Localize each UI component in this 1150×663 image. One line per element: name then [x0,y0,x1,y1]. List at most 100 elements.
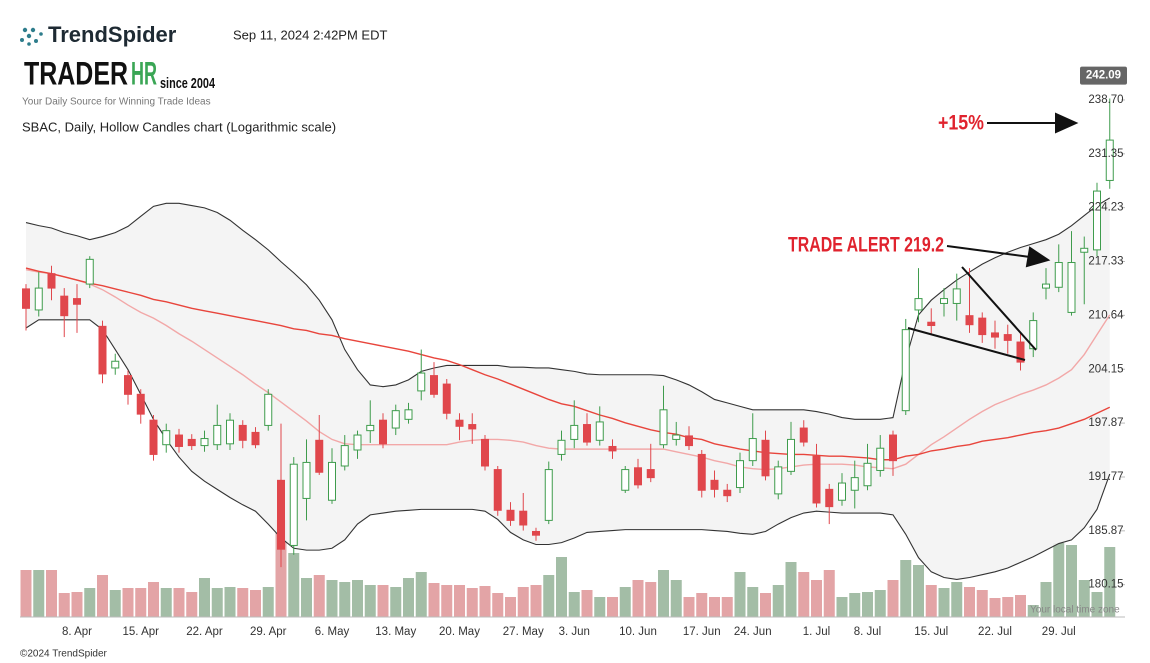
candle-body [901,329,910,412]
candle-body [226,419,234,445]
candle-body [570,424,579,440]
band-fill [26,197,1110,580]
candle-body [519,510,528,526]
candle-body [595,421,604,441]
candle-body [47,273,56,289]
candle-body [991,332,999,338]
volume-bar [594,597,606,617]
candle-body [876,447,885,471]
x-tick-label: 8. Jul [854,626,882,638]
candle-body [1067,262,1076,313]
volume-bar [97,575,108,617]
candle-body [468,424,477,430]
volume-bar [517,587,529,617]
candle-body [315,439,324,473]
candle-body [277,479,285,550]
x-tick-label: 24. Jun [734,626,772,638]
volume-bar [938,588,950,617]
volume-bar [288,553,300,617]
volume-bar [313,575,325,617]
volume-bar [530,585,542,617]
candle-body [927,321,936,327]
volume-bar [466,588,478,617]
moving-average [25,267,1111,461]
annotation: +15% [938,112,984,135]
volume-bar [874,590,886,617]
volume-bar [403,578,414,617]
volume-bar [1015,595,1026,617]
volume-bar [160,588,172,617]
volume-bar [619,587,631,617]
volume-bar [734,572,746,617]
candle-body [672,434,681,440]
x-tick-label: 6. May [315,626,350,638]
x-tick-label: 22. Apr [186,626,223,638]
volume-bar [33,570,45,617]
y-tick-label: 231.35 [1088,148,1123,160]
volume-bar [849,593,861,617]
x-tick-label: 22. Jul [978,626,1012,638]
candle-body [1016,341,1025,363]
candle-body [238,424,247,441]
volume-bar [250,590,261,617]
band-lower [25,319,1111,580]
volume-bar [887,580,899,617]
candle-body [940,298,948,304]
volume-bar [900,560,912,617]
candle-body [850,477,859,491]
candle-body [1105,139,1114,181]
candle-body [621,469,630,491]
candle-body [136,393,145,415]
candle-body [124,375,132,395]
volume-bar [785,562,797,617]
candle-body [22,288,30,309]
brand-icon [20,27,43,46]
volume-bar [390,587,402,617]
volume-bar [836,597,848,617]
candle-body [838,482,846,501]
candle-body [187,438,196,447]
volume-bar [20,570,32,617]
volume-bar [568,592,580,617]
candle-body [774,466,783,495]
band-upper [25,197,1111,420]
volume-bar [237,588,249,617]
volume-bar [173,588,185,617]
candle-body [162,430,171,446]
candle-body [685,435,693,447]
candle-body [557,439,566,455]
volume-bar [1091,592,1103,617]
candle-body [1054,262,1063,288]
candle-body [748,438,757,462]
candle-body [328,461,336,501]
candle-body [379,419,387,445]
x-tick-label: 20. May [439,626,480,638]
volume-bar [925,585,937,617]
candle-body [353,434,362,451]
candle-body [787,438,795,472]
candle-body [1029,320,1038,350]
candle-body [481,438,489,467]
x-tick-label: 15. Apr [123,626,160,638]
volume-bar [505,597,516,617]
volume-bar [1027,605,1039,617]
candle-body [761,439,770,477]
volume-bar [543,575,555,617]
volume-bar [454,585,465,617]
volume-bar [275,520,287,617]
volume-bar [199,578,210,617]
candle-body [340,445,349,467]
candle-body [85,258,94,285]
candle-body [863,462,872,487]
volume-bar [862,592,873,617]
timezone-note: Your local time zone [1030,605,1120,616]
volume-bar [46,570,57,617]
candle-body [264,393,273,426]
candle-body [634,467,642,486]
volume-bar [1053,543,1065,617]
volume-bar [670,580,682,617]
candle-body [111,360,120,369]
x-tick-label: 3. Jun [559,626,590,638]
chart-title: SBAC, Daily, Hollow Candles chart (Logar… [22,119,336,134]
y-tick-label: 191.77 [1088,471,1123,483]
